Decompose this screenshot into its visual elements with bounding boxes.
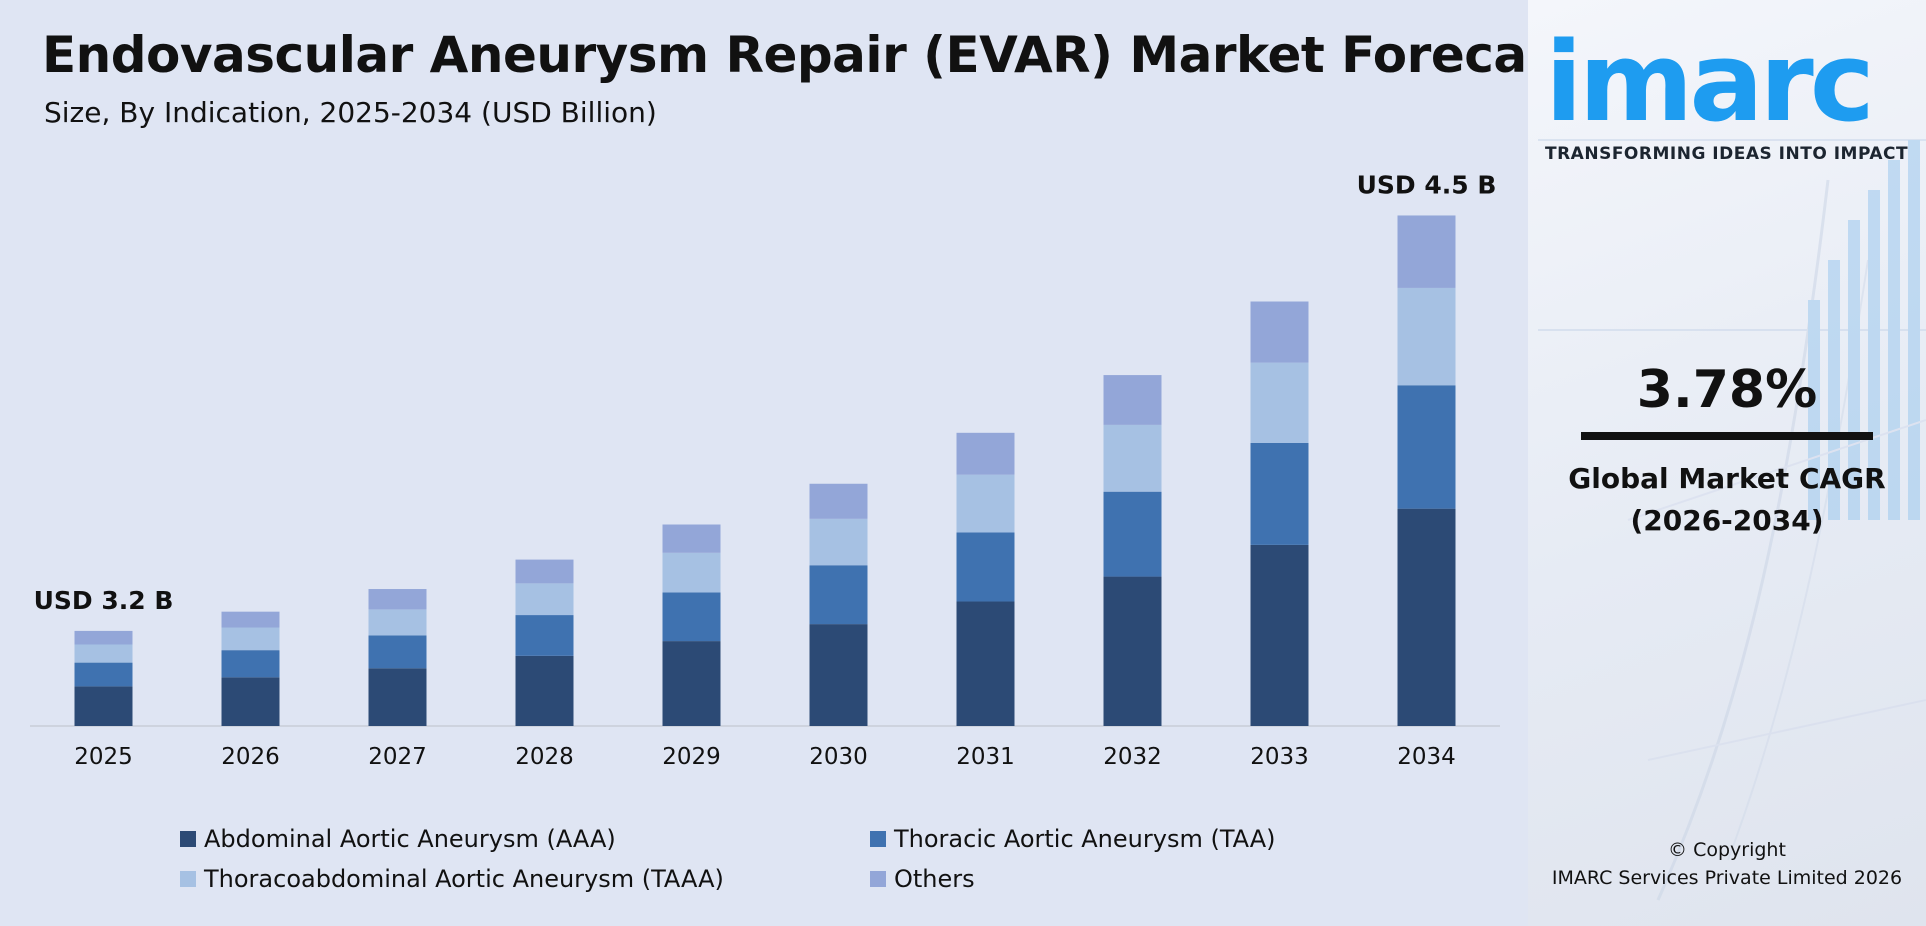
- stacked-bar-chart: 2025 2026 2027 2028 2029 2030 2031 2032 2033 2034…: [30, 170, 1500, 770]
- logo-wordmark: imarc: [1545, 18, 1875, 146]
- bar-segment-2034-2: [1397, 385, 1456, 509]
- bar-segment-2032-4: [1103, 375, 1162, 425]
- bar-segment-2030-1: [809, 624, 868, 726]
- bar-segment-2026-2: [221, 650, 280, 678]
- x-tick-label-2034: 2034: [1397, 744, 1456, 770]
- copyright-line: © Copyright: [1668, 839, 1786, 861]
- legend-label: Abdominal Aortic Aneurysm (AAA): [204, 825, 616, 853]
- copyright-block: © Copyright IMARC Services Private Limit…: [1528, 836, 1926, 892]
- bar-segment-2028-3: [515, 583, 574, 616]
- bar-segment-2034-4: [1397, 215, 1456, 288]
- chart-panel: Endovascular Aneurysm Repair (EVAR) Mark…: [0, 0, 1580, 926]
- chart-title: Endovascular Aneurysm Repair (EVAR) Mark…: [42, 26, 1580, 84]
- bar-segment-2033-2: [1250, 443, 1309, 545]
- sidebar-panel: [1528, 0, 1926, 926]
- bar-segment-2032-2: [1103, 491, 1162, 577]
- bar-segment-2025-4: [74, 630, 133, 645]
- legend-item-4: Others: [870, 865, 975, 893]
- bar-segment-2027-2: [368, 635, 427, 669]
- bar-segment-2032-1: [1103, 576, 1162, 726]
- legend-item-1: Abdominal Aortic Aneurysm (AAA): [180, 825, 616, 853]
- x-tick-label-2029: 2029: [662, 744, 721, 770]
- legend-item-3: Thoracoabdominal Aortic Aneurysm (TAAA): [180, 865, 724, 893]
- bar-segment-2028-4: [515, 559, 574, 584]
- bar-segment-2026-3: [221, 627, 280, 651]
- bar-segment-2034-1: [1397, 508, 1456, 726]
- bar-segment-2027-4: [368, 589, 427, 610]
- bar-segment-2030-3: [809, 518, 868, 566]
- bar-segment-2025-2: [74, 662, 133, 687]
- bar-segment-2033-3: [1250, 362, 1309, 443]
- bar-segment-2031-4: [956, 432, 1015, 475]
- bar-segment-2034-3: [1397, 287, 1456, 386]
- cagr-value: 3.78%: [1636, 360, 1818, 420]
- cagr-block: 3.78% Global Market CAGR (2026-2034): [1528, 360, 1926, 542]
- bar-segment-2031-1: [956, 601, 1015, 726]
- legend-label: Others: [894, 865, 975, 893]
- bar-segment-2030-4: [809, 483, 868, 519]
- legend-label: Thoracic Aortic Aneurysm (TAA): [894, 825, 1276, 853]
- background-chart-graphic: [1538, 139, 1926, 901]
- bar-segment-2026-1: [221, 677, 280, 726]
- x-tick-label-2028: 2028: [515, 744, 574, 770]
- x-tick-label-2032: 2032: [1103, 744, 1162, 770]
- bar-segment-2026-4: [221, 611, 280, 628]
- bar-segment-2025-1: [74, 686, 133, 726]
- x-tick-label-2033: 2033: [1250, 744, 1309, 770]
- legend-label: Thoracoabdominal Aortic Aneurysm (TAAA): [204, 865, 724, 893]
- legend-swatch: [180, 831, 196, 847]
- bar-segment-2029-2: [662, 592, 721, 642]
- bar-segment-2027-1: [368, 668, 427, 726]
- bar-segment-2029-1: [662, 641, 721, 726]
- bar-segment-2028-1: [515, 655, 574, 726]
- bar-segment-2031-2: [956, 532, 1015, 602]
- x-tick-label-2026: 2026: [221, 744, 280, 770]
- imarc-logo: imarc TRANSFORMING IDEAS INTO IMPACT: [1545, 22, 1915, 164]
- bar-segment-2029-3: [662, 552, 721, 593]
- cagr-period: (2026-2034): [1630, 504, 1824, 537]
- legend-item-2: Thoracic Aortic Aneurysm (TAA): [870, 825, 1275, 853]
- bar-segment-2030-2: [809, 565, 868, 625]
- bar-segment-2033-1: [1250, 544, 1309, 726]
- bar-segment-2029-4: [662, 524, 721, 553]
- total-annotation-2025: USD 3.2 B: [34, 586, 174, 615]
- bar-segment-2028-2: [515, 615, 574, 656]
- legend: Abdominal Aortic Aneurysm (AAA) Thoracic …: [180, 825, 1380, 915]
- bar-segment-2033-4: [1250, 301, 1309, 363]
- copyright-owner: IMARC Services Private Limited 2026: [1551, 867, 1903, 889]
- bar-segment-2025-3: [74, 644, 133, 663]
- bar-segment-2031-3: [956, 474, 1015, 533]
- legend-swatch: [870, 871, 886, 887]
- legend-swatch: [180, 871, 196, 887]
- bar-segment-2027-3: [368, 609, 427, 636]
- total-annotation-2034: USD 4.5 B: [1357, 170, 1497, 199]
- cagr-divider: [1581, 432, 1873, 440]
- x-tick-label-2025: 2025: [74, 744, 133, 770]
- cagr-label: Global Market CAGR: [1568, 462, 1886, 495]
- logo-tagline: TRANSFORMING IDEAS INTO IMPACT: [1545, 144, 1909, 164]
- legend-swatch: [870, 831, 886, 847]
- chart-subtitle: Size, By Indication, 2025-2034 (USD Bill…: [44, 96, 657, 129]
- x-tick-label-2030: 2030: [809, 744, 868, 770]
- x-tick-label-2027: 2027: [368, 744, 427, 770]
- bar-segment-2032-3: [1103, 424, 1162, 492]
- x-tick-label-2031: 2031: [956, 744, 1015, 770]
